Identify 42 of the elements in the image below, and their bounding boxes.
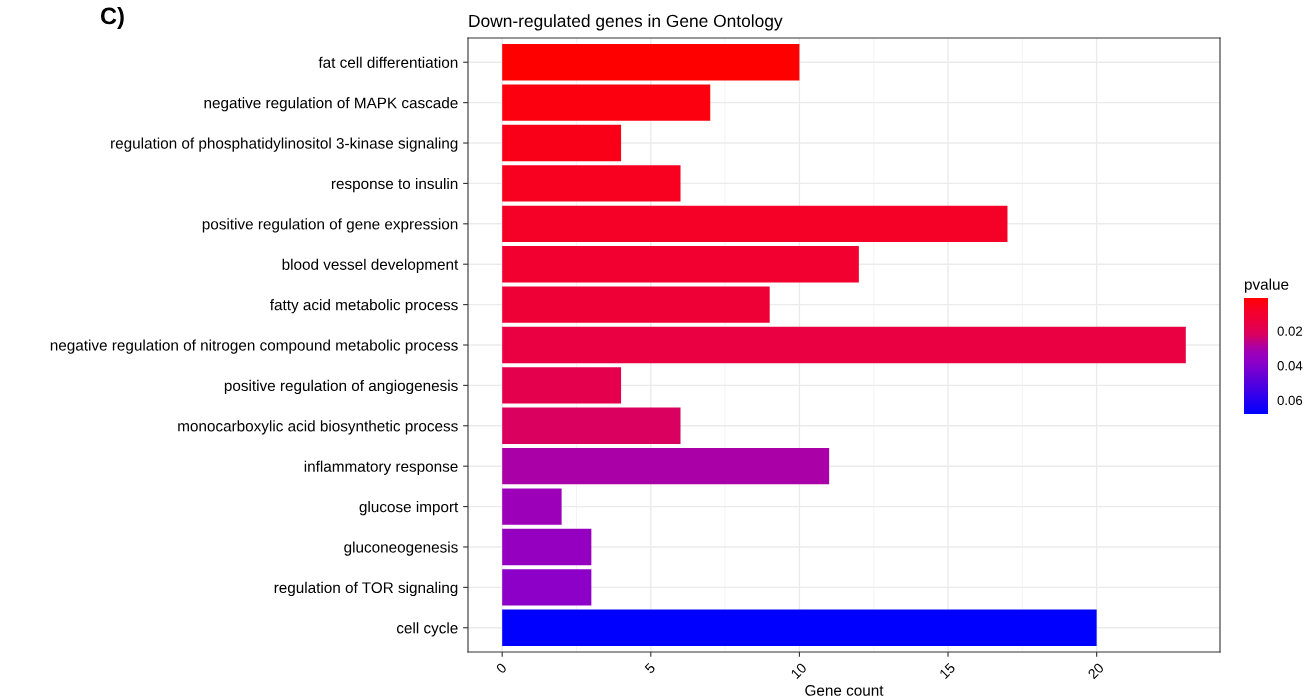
y-tick-label: blood vessel development <box>282 258 459 273</box>
y-tick-label: positive regulation of angiogenesis <box>224 379 458 395</box>
text: C) <box>100 7 124 29</box>
chart-title: Down-regulated genes in Gene Ontology <box>469 14 783 31</box>
x-tick-label: 0 <box>495 662 508 675</box>
bar <box>502 205 1008 242</box>
y-tick-label: regulation of TOR signaling <box>274 581 458 597</box>
y-tick-label: glucose import <box>359 501 459 516</box>
bar <box>502 326 1186 364</box>
x-tick-label: 20 <box>1087 662 1105 680</box>
bar <box>502 165 681 202</box>
bar <box>502 286 770 323</box>
bar <box>502 448 830 485</box>
bar <box>502 44 800 81</box>
y-tick-label: response to insulin <box>331 177 458 193</box>
bar <box>502 407 681 444</box>
color-bar-label: 0.04 <box>1277 361 1303 371</box>
y-tick-label: gluconeogenesis <box>344 541 458 556</box>
bar <box>502 609 1097 646</box>
y-tick-label: fatty acid metabolic process <box>270 299 458 314</box>
color-bar-title: pvalue <box>1244 278 1289 293</box>
y-tick-label: negative regulation of nitrogen compound metabolic process <box>50 339 458 354</box>
y-tick-label: regulation of phosphatidylinositol 3-kinase signaling <box>111 137 458 152</box>
bar <box>502 569 592 606</box>
y-tick-label: fat cell differentiation <box>318 56 458 68</box>
color-bar-label: 0.02 <box>1277 326 1303 336</box>
color-bar-label: 0.06 <box>1277 395 1303 406</box>
bar <box>502 488 562 525</box>
bar <box>502 124 622 162</box>
x-tick-label: 5 <box>644 662 656 674</box>
bar <box>502 367 622 404</box>
bar <box>502 528 592 566</box>
y-tick-label: monocarboxylic acid biosynthetic process <box>178 420 458 435</box>
y-tick-label: positive regulation of gene expression <box>202 218 458 233</box>
bar <box>502 246 859 283</box>
x-axis-title: Gene count <box>805 684 884 696</box>
x-tick-label: 15 <box>939 662 956 680</box>
x-tick-label: 10 <box>790 662 808 680</box>
bar <box>502 84 711 121</box>
y-tick-label: cell cycle <box>396 622 458 637</box>
y-tick-label: negative regulation of MAPK cascade <box>204 97 458 112</box>
y-tick-label: inflammatory response <box>304 460 458 475</box>
